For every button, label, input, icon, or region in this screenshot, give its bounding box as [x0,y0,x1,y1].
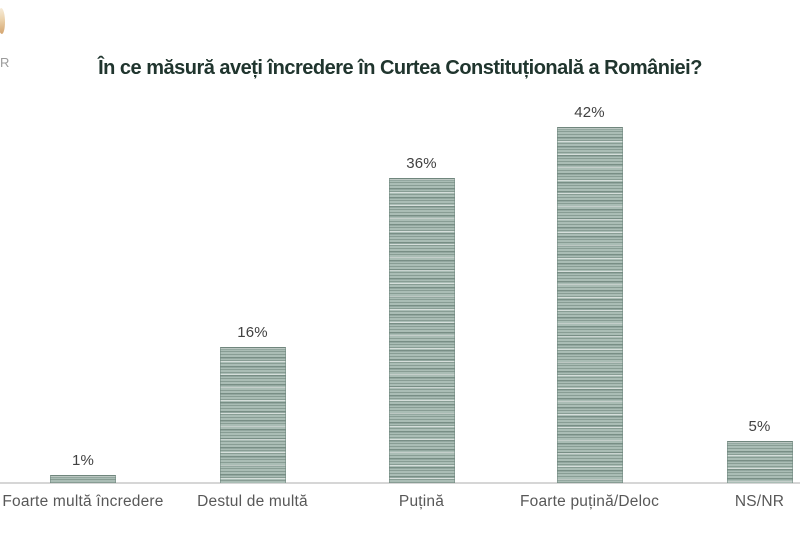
logo-letter: R [0,55,10,70]
category-label: Puțină [398,493,445,510]
logo-fragment: R [0,6,30,76]
logo-mark-icon [0,8,5,34]
category-label: Foarte puțină/Deloc [519,493,660,510]
bar-3 [388,178,455,483]
bar-value-label: 36% [406,155,437,172]
category-label: Foarte multă încredere [2,493,164,510]
bar-4 [556,127,623,483]
x-axis-line [0,482,800,484]
category-label: NS/NR [734,493,785,510]
bar-value-label: 1% [71,452,95,469]
category-label: Destul de multă [197,493,308,510]
bar-5 [726,441,793,483]
bar-2 [219,347,286,483]
bar-1 [50,475,116,483]
bar-value-label: 16% [237,324,268,341]
bar-value-label: 5% [748,418,771,435]
bar-value-label: 42% [574,104,605,121]
page-title: În ce măsură aveți încredere în Curtea C… [98,57,702,79]
